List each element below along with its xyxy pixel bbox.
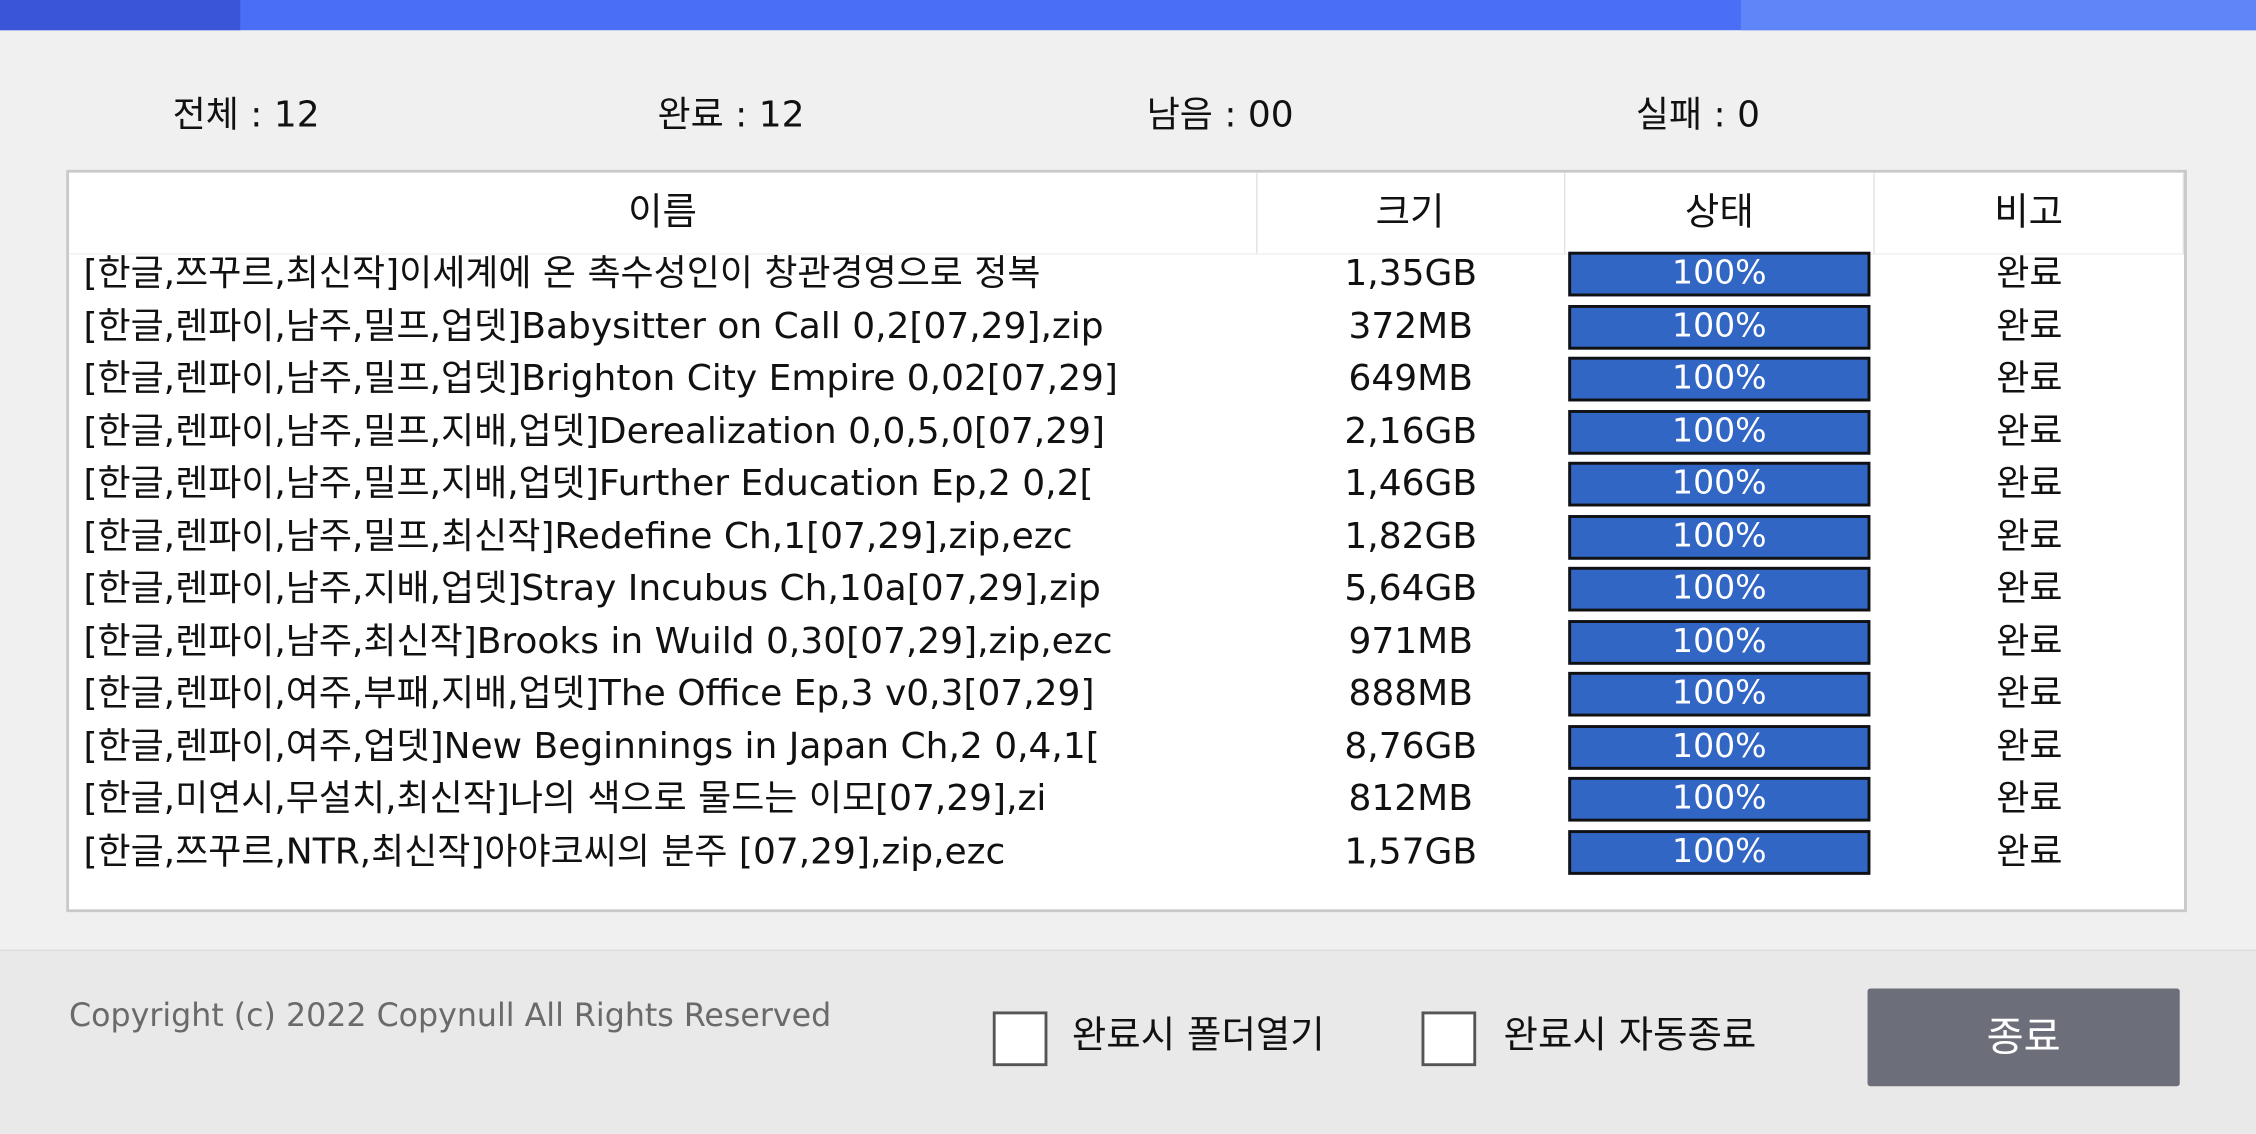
checkbox[interactable] bbox=[992, 1011, 1048, 1067]
file-name: [한글,렌파이,남주,밀프,지배,업뎃]Further Education Ep… bbox=[83, 461, 1094, 504]
copyright: Copyright (c) 2022 Copynull All Rights R… bbox=[69, 998, 832, 1035]
progress-bar: 100% bbox=[1568, 356, 1871, 402]
file-name: [한글,렌파이,남주,지배,업뎃]Stray Incubus Ch,10a[07… bbox=[83, 566, 1101, 609]
header-segment bbox=[0, 0, 241, 31]
file-note: 완료 bbox=[1996, 304, 2063, 347]
file-name: [한글,렌파이,남주,밀프,지배,업뎃]Derealization 0,0,5,… bbox=[83, 409, 1106, 452]
file-row: [한글,쯔꾸르,최신작]이세계에 온 촉수성인이 창관경영으로 정복 1,35GB… bbox=[69, 247, 2184, 299]
file-note: 완료 bbox=[1996, 251, 2063, 294]
file-size: 1,82GB bbox=[1344, 514, 1478, 557]
column-header: 이름 bbox=[69, 172, 1258, 255]
close-button[interactable]: 종료 bbox=[1867, 988, 2180, 1087]
progress-bar: 100% bbox=[1568, 514, 1871, 559]
stat: 완료 : 12 bbox=[657, 93, 805, 136]
stat: 남음 : 00 bbox=[1146, 93, 1294, 136]
checkbox[interactable] bbox=[1421, 1011, 1477, 1067]
stat: 전체 : 12 bbox=[172, 93, 320, 136]
file-row: [한글,렌파이,남주,밀프,업뎃]Brighton City Empire 0,… bbox=[69, 353, 2184, 405]
file-name: [한글,렌파이,남주,밀프,업뎃]Babysitter on Call 0,2[… bbox=[83, 304, 1104, 347]
file-size: 971MB bbox=[1348, 619, 1473, 662]
file-note: 완료 bbox=[1996, 461, 2063, 504]
file-size: 1,57GB bbox=[1344, 829, 1478, 872]
file-row: [한글,렌파이,남주,최신작]Brooks in Wuild 0,30[07,2… bbox=[69, 615, 2184, 667]
file-row: [한글,렌파이,여주,업뎃]New Beginnings in Japan Ch… bbox=[69, 720, 2184, 772]
file-size: 8,76GB bbox=[1344, 724, 1478, 767]
file-name: [한글,쯔꾸르,최신작]이세계에 온 촉수성인이 창관경영으로 정복 bbox=[83, 251, 1041, 294]
file-name: [한글,렌파이,여주,업뎃]New Beginnings in Japan Ch… bbox=[83, 724, 1100, 767]
file-name: [한글,렌파이,남주,밀프,최신작]Redefine Ch,1[07,29],z… bbox=[83, 514, 1073, 557]
file-row: [한글,렌파이,남주,밀프,지배,업뎃]Further Education Ep… bbox=[69, 458, 2184, 510]
file-note: 완료 bbox=[1996, 566, 2063, 609]
file-size: 1,46GB bbox=[1344, 461, 1478, 504]
column-header: 크기 bbox=[1256, 172, 1566, 255]
file-size: 372MB bbox=[1348, 304, 1473, 347]
file-note: 완료 bbox=[1996, 829, 2063, 872]
file-name: [한글,미연시,무설치,최신작]나의 색으로 물드는 이모[07,29],zi bbox=[83, 776, 1047, 819]
progress-bar: 100% bbox=[1568, 566, 1871, 612]
progress-bar: 100% bbox=[1568, 829, 1871, 875]
progress-bar: 100% bbox=[1568, 776, 1871, 822]
progress-header bbox=[0, 0, 2256, 31]
file-row: [한글,렌파이,남주,밀프,업뎃]Babysitter on Call 0,2[… bbox=[69, 300, 2184, 352]
progress-bar: 100% bbox=[1568, 251, 1871, 297]
file-list: 이름 크기 상태 비고 [한글,쯔꾸르,최신작]이세계에 온 촉수성인이 창관경… bbox=[66, 169, 2187, 913]
file-note: 완료 bbox=[1996, 409, 2063, 452]
file-note: 완료 bbox=[1996, 356, 2063, 399]
checkbox-label[interactable]: 완료시 폴더열기 bbox=[1071, 1014, 1325, 1058]
file-row: [한글,렌파이,남주,지배,업뎃]Stray Incubus Ch,10a[07… bbox=[69, 563, 2184, 615]
file-row: [한글,쯔꾸르,NTR,최신작]아야코씨의 분주 [07,29],zip,ezc… bbox=[69, 825, 2184, 877]
file-size: 888MB bbox=[1348, 671, 1473, 714]
file-size: 5,64GB bbox=[1344, 566, 1478, 609]
file-note: 완료 bbox=[1996, 776, 2063, 819]
file-note: 완료 bbox=[1996, 724, 2063, 767]
file-row: [한글,렌파이,여주,부패,지배,업뎃]The Office Ep,3 v0,3… bbox=[69, 668, 2184, 720]
column-header: 상태 bbox=[1565, 172, 1875, 255]
file-note: 완료 bbox=[1996, 671, 2063, 714]
file-name: [한글,렌파이,남주,최신작]Brooks in Wuild 0,30[07,2… bbox=[83, 619, 1113, 662]
file-row: [한글,렌파이,남주,밀프,지배,업뎃]Derealization 0,0,5,… bbox=[69, 405, 2184, 457]
file-size: 1,35GB bbox=[1344, 251, 1478, 294]
file-note: 완료 bbox=[1996, 619, 2063, 662]
file-row: [한글,미연시,무설치,최신작]나의 색으로 물드는 이모[07,29],zi 8… bbox=[69, 773, 2184, 825]
file-name: [한글,렌파이,남주,밀프,업뎃]Brighton City Empire 0,… bbox=[83, 356, 1118, 399]
file-size: 2,16GB bbox=[1344, 409, 1478, 452]
file-row: [한글,렌파이,남주,밀프,최신작]Redefine Ch,1[07,29],z… bbox=[69, 510, 2184, 562]
progress-bar: 100% bbox=[1568, 724, 1871, 770]
progress-bar: 100% bbox=[1568, 461, 1871, 507]
stat: 실패 : 0 bbox=[1635, 93, 1760, 136]
column-header: 비고 bbox=[1874, 172, 2185, 255]
file-name: [한글,렌파이,여주,부패,지배,업뎃]The Office Ep,3 v0,3… bbox=[83, 671, 1095, 714]
progress-bar: 100% bbox=[1568, 619, 1871, 664]
progress-bar: 100% bbox=[1568, 304, 1871, 349]
file-size: 649MB bbox=[1348, 356, 1473, 399]
progress-bar: 100% bbox=[1568, 409, 1871, 454]
file-note: 완료 bbox=[1996, 514, 2063, 557]
header-segment bbox=[1740, 0, 2256, 31]
progress-bar: 100% bbox=[1568, 671, 1871, 717]
checkbox-label[interactable]: 완료시 자동종료 bbox=[1503, 1014, 1757, 1058]
file-size: 812MB bbox=[1348, 776, 1473, 819]
file-name: [한글,쯔꾸르,NTR,최신작]아야코씨의 분주 [07,29],zip,ezc bbox=[83, 829, 1006, 872]
